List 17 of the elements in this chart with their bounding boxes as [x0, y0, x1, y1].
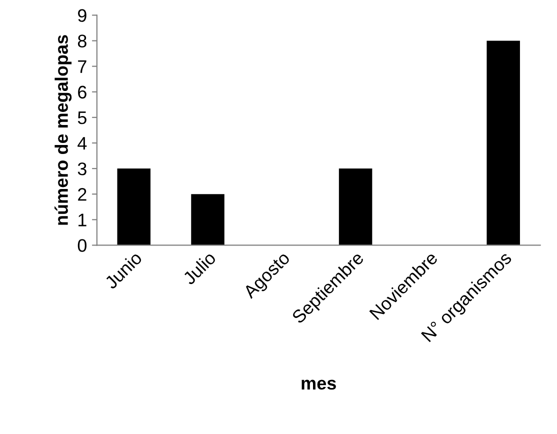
- bar: [191, 194, 224, 246]
- bar: [486, 40, 520, 246]
- y-tick-label: 1: [78, 214, 86, 226]
- bar: [117, 168, 150, 246]
- y-tick-label: 0: [78, 239, 86, 252]
- y-axis-title: número de megalopas: [54, 35, 72, 225]
- y-tick-label: 2: [78, 188, 86, 201]
- y-tick-label: 6: [78, 86, 86, 99]
- y-tick-label: 4: [78, 137, 87, 150]
- y-tick-label: 8: [78, 34, 86, 48]
- y-tick-label: 7: [78, 60, 86, 73]
- x-axis-title: mes: [302, 380, 336, 390]
- bar: [338, 168, 372, 246]
- x-tick-label: Julio: [182, 250, 217, 286]
- y-tick-label: 9: [78, 9, 86, 22]
- y-tick-label: 3: [78, 162, 86, 176]
- y-tick-label: 5: [78, 112, 86, 124]
